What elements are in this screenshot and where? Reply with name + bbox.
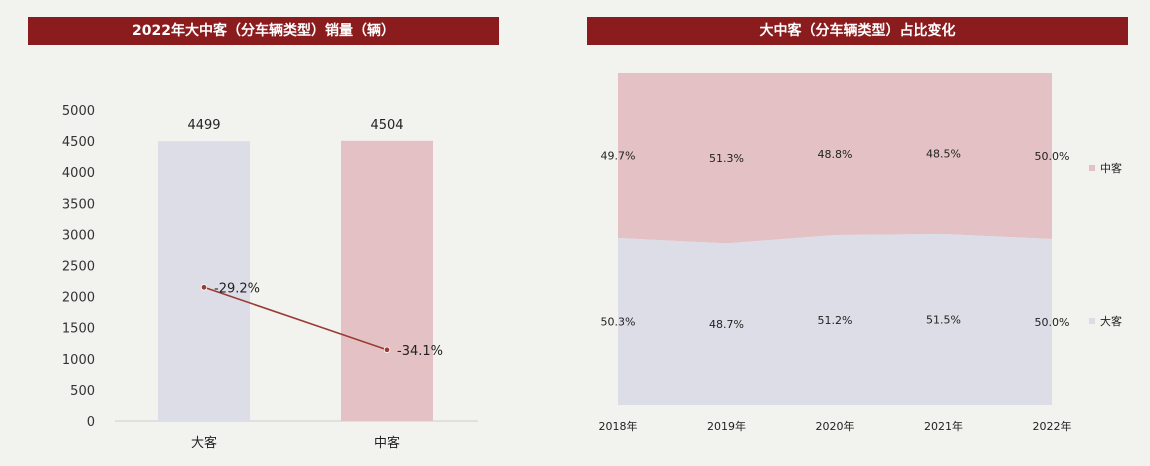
left-chart-title: 2022年大中客（分车辆类型）销量（辆）	[28, 17, 499, 45]
y-tick-label: 5000	[62, 104, 95, 119]
growth-label: -29.2%	[214, 281, 260, 296]
upper-value-label: 50.0%	[1035, 150, 1070, 163]
area-chart: 49.7% 50.3% 2018年 51.3% 48.7% 2019年 48.8% 51.2%…	[599, 73, 1122, 433]
x-category-label: 大客	[191, 435, 217, 451]
lower-value-label: 51.5%	[926, 314, 961, 327]
upper-value-label: 49.7%	[601, 150, 636, 163]
growth-label: -34.1%	[397, 344, 443, 359]
x-category-label: 2019年	[707, 419, 746, 433]
y-tick-label: 4500	[62, 135, 95, 150]
x-category-label: 中客	[374, 435, 400, 451]
y-tick-label: 3000	[62, 228, 95, 243]
legend-label-zhongke: 中客	[1100, 161, 1122, 175]
lower-value-label: 51.2%	[818, 314, 853, 327]
x-category-label: 2018年	[599, 419, 638, 433]
legend-label-dake: 大客	[1100, 314, 1122, 328]
legend-swatch-dake	[1089, 318, 1095, 324]
bar-chart: 0 500 1000 1500 2000 2500 3000 3500 4000 4500 5000…	[62, 104, 478, 451]
y-tick-label: 4000	[62, 166, 95, 181]
upper-value-label: 48.8%	[818, 148, 853, 161]
bar-value-label: 4499	[187, 118, 220, 133]
x-category-label: 2021年	[924, 419, 963, 433]
y-tick-label: 500	[70, 384, 95, 399]
growth-line	[203, 286, 388, 351]
upper-value-label: 51.3%	[709, 152, 744, 165]
upper-value-label: 48.5%	[926, 148, 961, 161]
area-dake	[618, 234, 1052, 405]
y-tick-label: 1000	[62, 353, 95, 368]
y-tick-label: 0	[87, 415, 95, 430]
right-chart-title: 大中客（分车辆类型）占比变化	[587, 17, 1128, 45]
bar-value-label: 4504	[370, 118, 403, 133]
x-category-label: 2022年	[1033, 419, 1072, 433]
y-tick-label: 3500	[62, 197, 95, 212]
lower-value-label: 50.0%	[1035, 316, 1070, 329]
growth-point	[383, 346, 391, 353]
growth-point	[200, 284, 208, 291]
legend-swatch-zhongke	[1089, 165, 1095, 171]
y-tick-label: 2000	[62, 291, 95, 306]
area-zhongke	[618, 73, 1052, 244]
bar-0	[158, 141, 250, 421]
bar-1	[341, 140, 433, 421]
y-tick-label: 2500	[62, 260, 95, 275]
lower-value-label: 48.7%	[709, 318, 744, 331]
lower-value-label: 50.3%	[601, 316, 636, 329]
x-category-label: 2020年	[816, 419, 855, 433]
y-tick-label: 1500	[62, 322, 95, 337]
